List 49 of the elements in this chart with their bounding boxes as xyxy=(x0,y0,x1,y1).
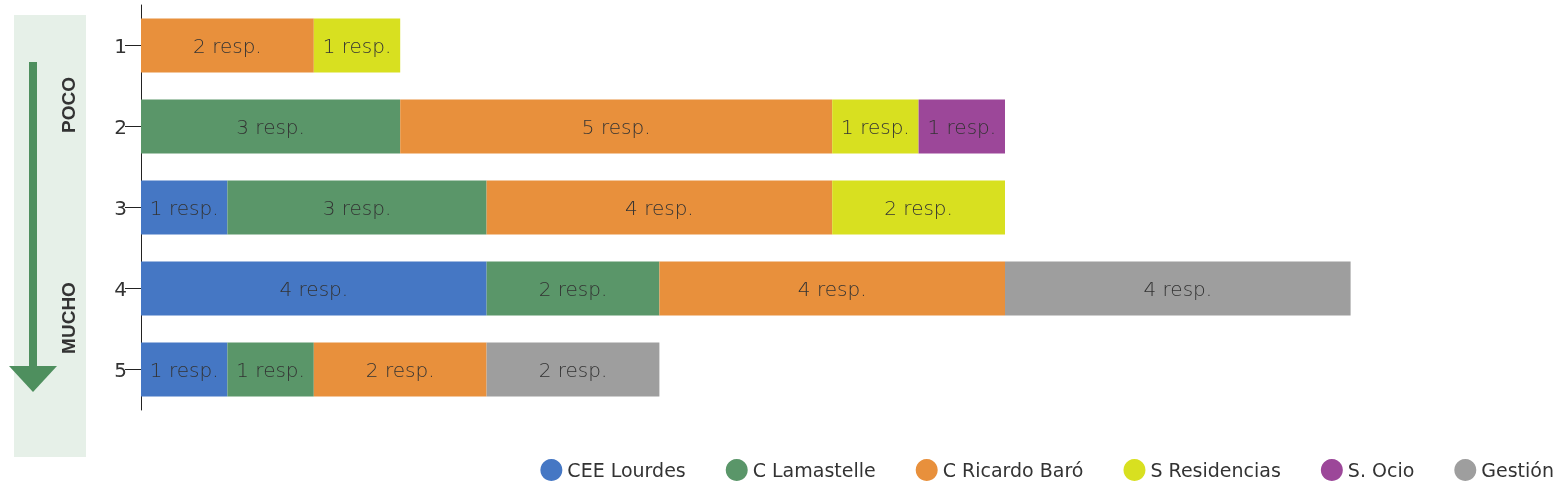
bar xyxy=(141,180,228,235)
data-label: 1 resp. xyxy=(841,114,910,139)
bar xyxy=(832,180,1005,235)
y-tick-label: 5 xyxy=(114,357,127,382)
y-tick-label: 3 xyxy=(114,195,127,220)
bar xyxy=(486,180,833,235)
bar xyxy=(486,342,660,397)
legend-label: C Lamastelle xyxy=(752,459,876,481)
text: MUCHO xyxy=(58,282,79,354)
bar xyxy=(400,99,833,154)
text: POCO xyxy=(58,77,79,133)
data-label: 2 resp. xyxy=(193,33,262,58)
bar xyxy=(141,18,314,73)
bar xyxy=(659,261,1005,316)
bar xyxy=(227,180,487,235)
data-label: 2 resp. xyxy=(365,357,435,382)
data-label: 5 resp. xyxy=(581,114,651,139)
legend-label: S. Ocio xyxy=(1347,459,1415,481)
data-label: 3 resp. xyxy=(236,114,305,139)
data-label: 4 resp. xyxy=(1143,276,1213,301)
data-label: 1 resp. xyxy=(236,357,305,382)
data-label: 4 resp. xyxy=(797,276,867,301)
data-label: 3 resp. xyxy=(322,195,392,220)
y-tick-label: 4 xyxy=(114,276,127,301)
bar xyxy=(1005,261,1351,316)
data-label: 1 resp. xyxy=(149,357,219,382)
legend-label: CEE Lourdes xyxy=(567,459,686,481)
bar xyxy=(227,342,314,397)
data-label: 4 resp. xyxy=(279,276,349,301)
data-label: 2 resp. xyxy=(538,357,608,382)
bar xyxy=(141,342,228,397)
y-tick-label: 1 xyxy=(114,33,127,58)
legend-label: S Residencias xyxy=(1150,459,1281,481)
bar xyxy=(141,261,487,316)
bar xyxy=(313,18,401,73)
legend-label: Gestión xyxy=(1481,459,1555,481)
data-label: 4 resp. xyxy=(625,195,694,220)
bar xyxy=(141,99,401,154)
data-label: 2 resp. xyxy=(538,276,608,301)
bar xyxy=(486,261,660,316)
y-tick-label: 2 xyxy=(114,114,127,139)
bar xyxy=(313,342,487,397)
data-label: 1 resp. xyxy=(149,195,219,220)
data-label: 1 resp. xyxy=(322,33,392,58)
data-label: 2 resp. xyxy=(884,195,953,220)
legend-label: C Ricardo Baró xyxy=(942,459,1084,481)
bar xyxy=(832,99,919,154)
bar xyxy=(918,99,1005,154)
data-label: 1 resp. xyxy=(927,114,997,139)
